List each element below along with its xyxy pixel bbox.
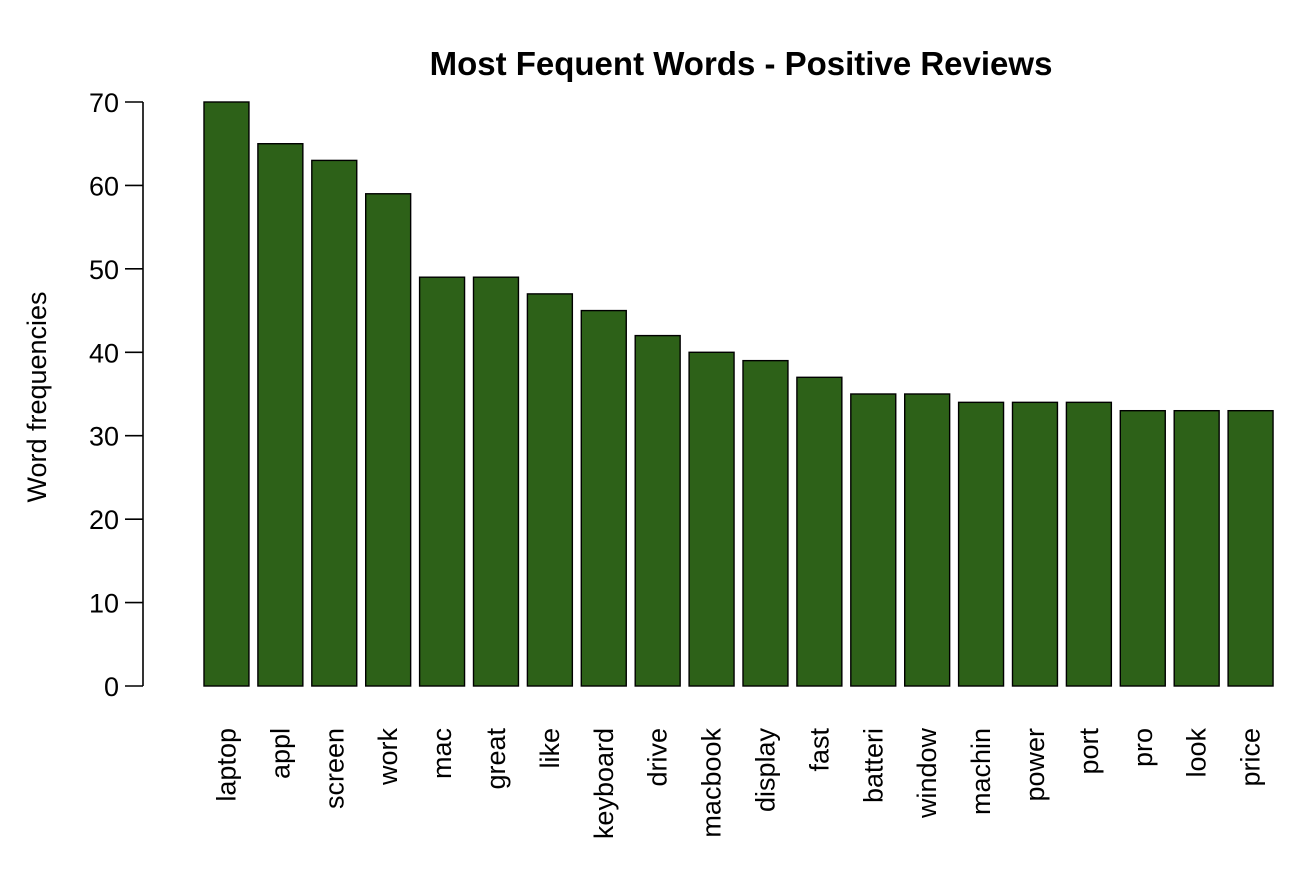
x-tick-label: batteri: [858, 728, 888, 803]
bar-laptop: [203, 101, 250, 687]
x-tick-label: machin: [966, 728, 996, 815]
bar-keyboard: [580, 309, 627, 687]
bar-work: [365, 193, 412, 687]
y-axis: 0 10 20 30 40 50 60 70: [89, 88, 144, 702]
y-tick-label: 70: [89, 88, 119, 118]
y-tick-label: 30: [89, 422, 119, 452]
bar-great: [472, 276, 520, 687]
bar-macbook: [688, 351, 735, 687]
x-tick-label: price: [1236, 728, 1266, 787]
x-tick-label: screen: [319, 728, 349, 809]
x-tick-label: port: [1074, 728, 1104, 775]
x-tick-label: macbook: [697, 728, 727, 838]
x-tick-label: display: [750, 728, 780, 813]
x-tick-label: appl: [265, 728, 295, 779]
bar-display: [742, 359, 789, 687]
x-tick-label: drive: [643, 728, 673, 787]
x-tick-label: window: [912, 728, 942, 820]
bar-screen: [311, 159, 358, 687]
x-tick-label: mac: [427, 728, 457, 779]
x-tick-label: pro: [1128, 728, 1158, 767]
category-labels: laptop appl screen work mac great like keyboard…: [211, 728, 1265, 840]
bar-batteri: [850, 393, 897, 687]
x-tick-label: laptop: [211, 728, 241, 802]
bar-fast: [796, 376, 843, 687]
bar-like: [526, 293, 574, 687]
bar-window: [904, 393, 951, 687]
x-tick-label: like: [535, 728, 565, 769]
x-tick-label: keyboard: [589, 728, 619, 839]
bar-look: [1173, 409, 1220, 687]
y-tick-label: 20: [89, 505, 119, 535]
chart-title: Most Fequent Words - Positive Reviews: [430, 45, 1053, 82]
bar-appl: [257, 143, 304, 687]
bar-pro: [1119, 409, 1166, 687]
bar-price: [1227, 409, 1274, 687]
x-tick-label: look: [1182, 728, 1212, 778]
bar-drive: [634, 334, 681, 687]
bar-power: [1011, 401, 1059, 687]
y-tick-label: 0: [104, 672, 119, 702]
y-tick-label: 50: [89, 255, 119, 285]
x-tick-label: work: [373, 728, 403, 787]
x-tick-label: great: [481, 728, 511, 790]
bars: [203, 101, 1274, 687]
bar-port: [1065, 401, 1113, 687]
y-tick-label: 60: [89, 171, 119, 201]
x-tick-label: fast: [804, 728, 834, 772]
y-axis-label: Word frequencies: [22, 291, 52, 502]
y-tick-label: 40: [89, 338, 119, 368]
bar-mac: [418, 276, 466, 687]
x-tick-label: power: [1020, 728, 1050, 802]
bar-machin: [957, 401, 1005, 687]
y-tick-label: 10: [89, 589, 119, 619]
